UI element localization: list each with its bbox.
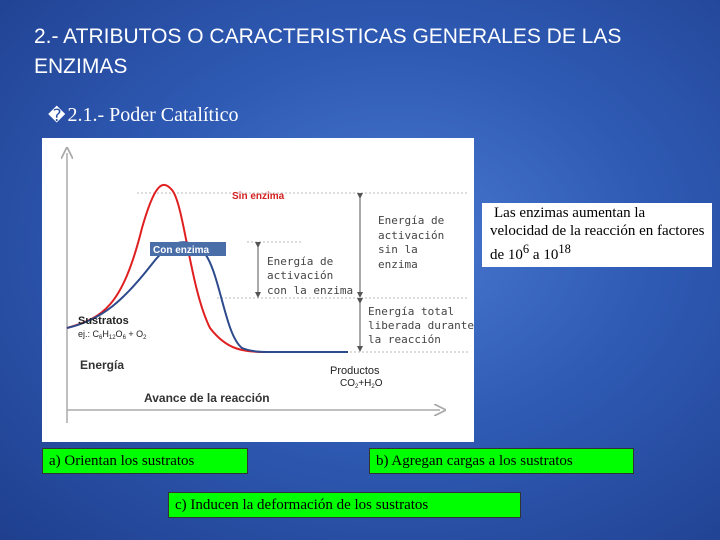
label-productos: Productos [330, 365, 380, 377]
label-activacion-sin-2: activación [378, 229, 444, 242]
slide-title: 2.- ATRIBUTOS O CARACTERISTICAS GENERALE… [34, 25, 622, 78]
label-energia: Energía [80, 358, 124, 372]
mechanism-box-a: a) Orientan los sustratos [42, 448, 248, 474]
note-exponent-18: 18 [558, 242, 571, 256]
mechanism-box-c: c) Inducen la deformación de los sustrat… [168, 492, 521, 518]
label-activacion-con-2: activación [267, 269, 333, 282]
energy-diagram: Sin enzima Con enzima Energía de activac… [42, 138, 474, 442]
label-avance: Avance de la reacción [144, 391, 270, 405]
label-total-1: Energía total [368, 305, 454, 318]
label-con-enzima-bg [150, 242, 226, 256]
label-activacion-con-3: con la enzima [267, 284, 353, 297]
label-con-enzima: Con enzima [153, 245, 210, 256]
note-exponent-6: 6 [522, 242, 530, 256]
curve-sin-enzima [66, 184, 348, 353]
energy-diagram-svg: Sin enzima Con enzima Energía de activac… [42, 138, 474, 423]
label-sin-enzima: Sin enzima [232, 191, 285, 202]
slide-subtitle: � 2.1.- Poder Catalítico [48, 104, 239, 127]
label-sustratos-formula: ej.: C6H12O6 + O2 [78, 329, 147, 341]
label-productos-formula: CO2+H2O [340, 378, 383, 390]
bullet-icon: � [48, 106, 66, 126]
subtitle-text: 2.1.- Poder Catalítico [67, 104, 239, 126]
label-activacion-sin-1: Energía de [378, 214, 444, 227]
catalysis-note: Las enzimas aumentan la velocidad de la … [482, 203, 712, 267]
label-sustratos: Sustratos [78, 315, 129, 327]
label-activacion-sin-3: sin la [378, 243, 418, 256]
label-activacion-sin-4: enzima [378, 258, 418, 271]
label-total-2: liberada durante [368, 319, 474, 332]
label-activacion-con-1: Energía de [267, 255, 333, 268]
mechanism-box-b: b) Agregan cargas a los sustratos [369, 448, 634, 474]
label-total-3: la reacción [368, 333, 441, 346]
